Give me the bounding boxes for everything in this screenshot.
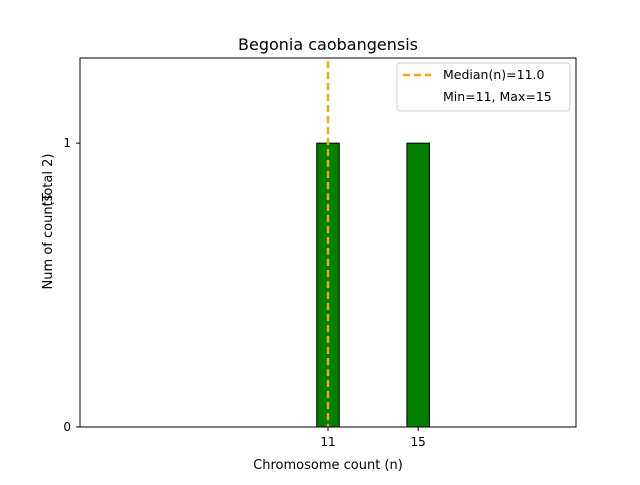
y-tick-label-1: 1: [63, 136, 71, 150]
bar-15: [406, 142, 430, 428]
y-axis-total-note: (Total 2): [41, 154, 56, 207]
x-tick-label-15: 15: [411, 435, 426, 449]
x-tick-label-11: 11: [320, 435, 335, 449]
legend-range-label: Min=11, Max=15: [443, 89, 552, 104]
axes-frame: [79, 57, 577, 428]
chart-title: Begonia caobangensis: [238, 35, 418, 54]
legend-median-label: Median(n)=11.0: [443, 67, 544, 82]
y-tick-label-0: 0: [63, 420, 71, 434]
legend: Median(n)=11.0 Min=11, Max=15: [396, 62, 571, 112]
x-axis: 11 15: [320, 427, 426, 449]
legend-box: [396, 62, 571, 112]
x-axis-label: Chromosome count (n): [253, 458, 403, 473]
y-axis: 01: [63, 136, 80, 434]
bars-layer: [80, 142, 509, 428]
y-axis-label: Num of counts: [41, 194, 56, 289]
